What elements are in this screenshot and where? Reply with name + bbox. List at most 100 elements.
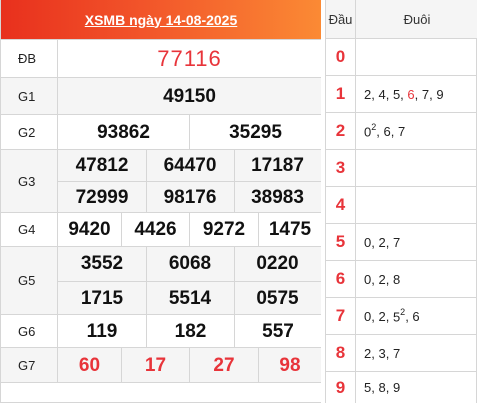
loto-tail-digit: 7 [421, 86, 430, 102]
loto-head: 5 [326, 224, 356, 260]
loto-row: 8 2, 3, 7 [326, 335, 477, 372]
loto-row: 5 0, 2, 7 [326, 224, 477, 261]
loto-row: 2 02, 6, 7 [326, 113, 477, 150]
loto-tail-digit: 7 [397, 123, 406, 139]
prize-number: 47812 [75, 154, 129, 176]
loto-tail-digit: 2 [378, 271, 386, 287]
prize-number: 93862 [97, 121, 150, 143]
loto-table: Đầu Đuôi 0 1 2, 4, 5, 6, 7, 9 2 02, 6, 7… [325, 0, 477, 403]
loto-tail-digit: 6 [407, 86, 415, 102]
loto-tail-digit: 4 [378, 86, 386, 102]
loto-head: 4 [326, 187, 356, 223]
loto-tails: 2, 3, 7 [364, 345, 401, 361]
results-header: XSMB ngày 14-08-2025 [1, 0, 321, 39]
prize-row-db: ĐB 77116 [1, 39, 321, 77]
prize-number: 38983 [251, 186, 304, 208]
loto-head: 2 [326, 113, 356, 149]
results-title-link[interactable]: XSMB ngày 14-08-2025 [84, 11, 238, 28]
prize-number: 0220 [256, 252, 299, 274]
prize-label: G5 [1, 247, 58, 314]
loto-head: 7 [326, 298, 356, 334]
loto-head: 9 [326, 372, 356, 403]
loto-tail-digit: 02 [364, 121, 377, 140]
loto-tail-digit: 0 [364, 308, 372, 324]
prize-number: 5514 [168, 287, 212, 309]
loto-tails [364, 150, 477, 186]
prize-number: 17187 [251, 154, 304, 176]
loto-row: 1 2, 4, 5, 6, 7, 9 [326, 76, 477, 113]
loto-tail-digit: 2 [378, 308, 386, 324]
prize-number: 4426 [134, 219, 177, 240]
loto-head: 8 [326, 335, 356, 371]
loto-tails: 02, 6, 7 [364, 121, 406, 140]
loto-tail-digit: 9 [392, 380, 401, 395]
loto-row: 7 0, 2, 52, 6 [326, 298, 477, 335]
prize-row-g3: G3 47812 64470 17187 72999 98176 38983 [1, 149, 321, 212]
loto-tails [364, 187, 477, 223]
prize-label: G3 [1, 150, 58, 212]
loto-tail-digit: 5 [364, 380, 372, 395]
loto-tail-digit: 9 [436, 86, 444, 102]
prize-number: 98 [279, 355, 301, 376]
prize-number: 35295 [229, 121, 282, 143]
prize-label: G1 [1, 78, 58, 114]
head-column-label: Đầu [326, 0, 356, 39]
prize-row-g2: G2 93862 35295 [1, 114, 321, 149]
loto-tail-digit: 7 [392, 234, 401, 250]
loto-tail-digit: 6 [412, 308, 420, 324]
loto-head: 6 [326, 261, 356, 297]
loto-header: Đầu Đuôi [326, 0, 477, 39]
loto-tails: 0, 2, 7 [364, 234, 401, 250]
prize-number: 6068 [168, 252, 212, 274]
loto-tail-digit: 52 [392, 306, 406, 325]
loto-tail-digit: 2 [364, 345, 372, 361]
loto-tails: 2, 4, 5, 6, 7, 9 [364, 86, 444, 102]
prize-number: 9420 [68, 219, 111, 240]
prize-label: G2 [1, 115, 58, 149]
loto-head: 3 [326, 150, 356, 186]
loto-tails: 0, 2, 52, 6 [364, 306, 420, 325]
prize-label: ĐB [1, 40, 58, 77]
prize-label: G7 [1, 348, 58, 382]
prize-number: 17 [144, 355, 167, 376]
prize-row-g1: G1 49150 [1, 77, 321, 114]
prize-number: 557 [262, 320, 294, 342]
prize-number: 9272 [202, 219, 246, 240]
prize-number: 64470 [163, 154, 217, 176]
loto-head: 0 [326, 39, 356, 75]
prize-number: 1715 [80, 287, 124, 309]
loto-tail-digit: 5 [392, 86, 401, 102]
prize-number: 3552 [80, 252, 124, 274]
prize-number: 98176 [163, 186, 217, 208]
loto-row: 9 5, 8, 9 [326, 372, 477, 403]
loto-tail-digit: 0 [364, 271, 372, 287]
prize-number: 27 [213, 355, 235, 376]
special-prize-number: 77116 [157, 46, 222, 71]
loto-head: 1 [326, 76, 356, 112]
prize-number: 60 [78, 355, 101, 376]
tail-column-label: Đuôi [403, 12, 431, 27]
prize-number: 1475 [268, 219, 312, 240]
prize-row-g4: G4 9420 4426 9272 1475 [1, 212, 321, 246]
loto-tails: 5, 8, 9 [364, 380, 401, 395]
loto-tail-digit: 7 [392, 345, 401, 361]
loto-tail-digit: 2 [378, 234, 386, 250]
loto-tails [364, 39, 477, 75]
loto-tail-digit: 8 [392, 271, 401, 287]
loto-tail-digit: 2 [364, 86, 372, 102]
results-table: XSMB ngày 14-08-2025 ĐB 77116 G1 49150 G… [0, 0, 321, 403]
prize-number: 119 [86, 320, 118, 342]
loto-row: 4 [326, 187, 477, 224]
prize-number: 49150 [163, 85, 216, 107]
loto-tail-digit: 8 [378, 380, 386, 395]
prize-number: 0575 [256, 287, 299, 309]
loto-tail-digit: 0 [364, 234, 372, 250]
loto-row: 6 0, 2, 8 [326, 261, 477, 298]
prize-number: 182 [174, 320, 207, 342]
loto-row: 0 [326, 39, 477, 76]
loto-tails: 0, 2, 8 [364, 271, 401, 287]
prize-row-g5: G5 3552 6068 0220 1715 5514 0575 [1, 246, 321, 314]
prize-label: G6 [1, 315, 58, 347]
prize-label: G4 [1, 213, 58, 246]
prize-number: 72999 [75, 186, 129, 208]
